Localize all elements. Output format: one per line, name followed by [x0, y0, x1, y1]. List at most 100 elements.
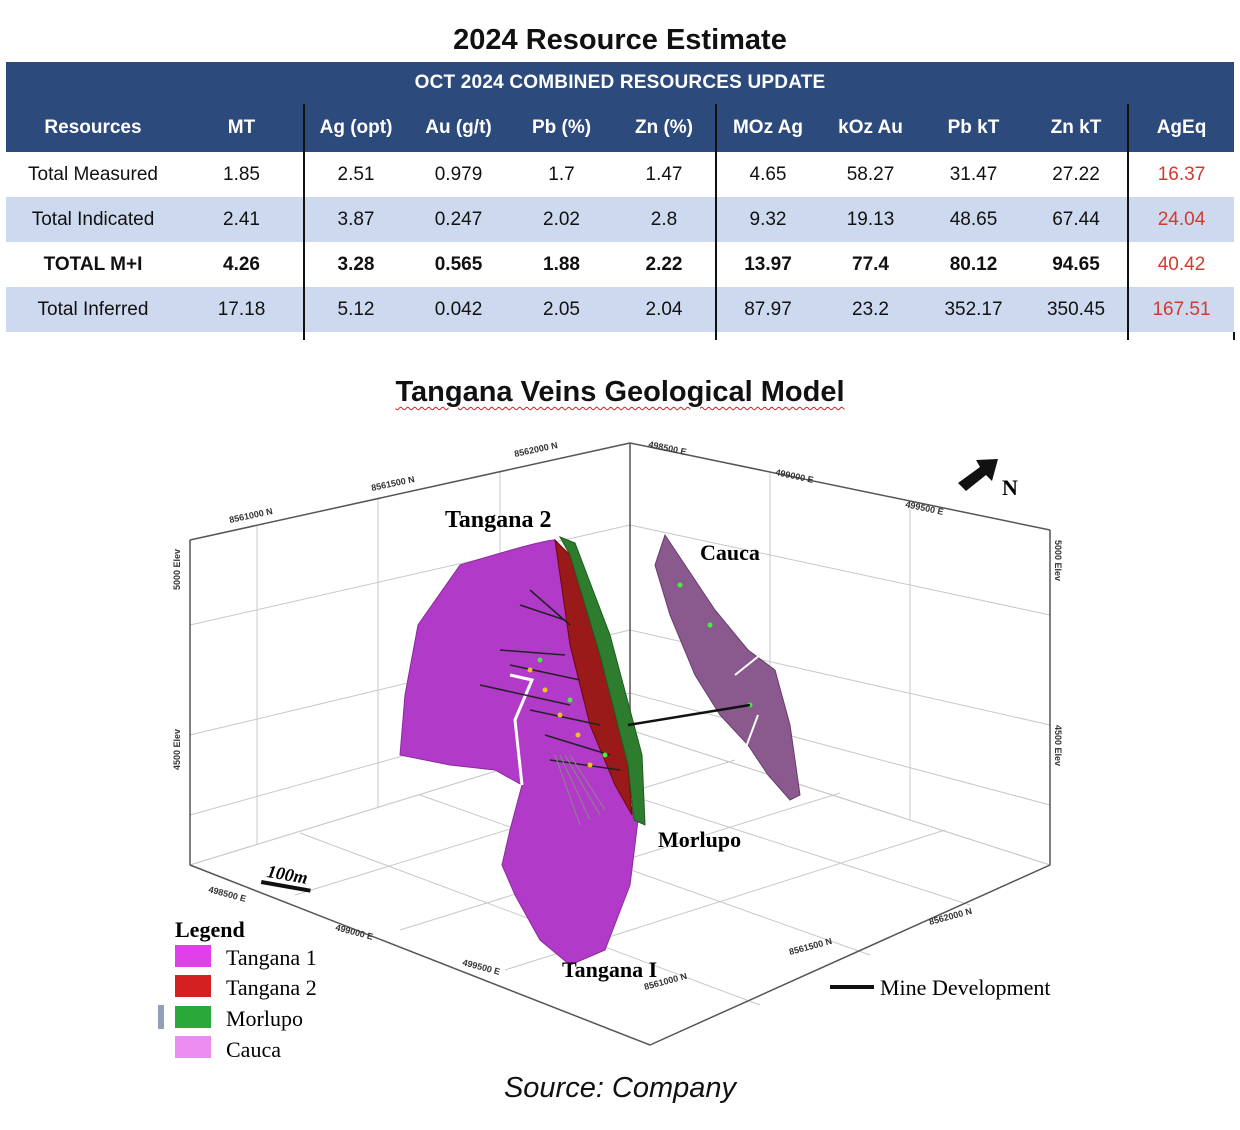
- table-row: TOTAL M+I 4.26 3.28 0.565 1.88 2.22 13.9…: [6, 242, 1235, 287]
- axis-label-elev: 4500 Elev: [1053, 725, 1063, 766]
- col-header: kOz Au: [819, 104, 922, 152]
- label-tangana1: Tangana I: [562, 957, 657, 982]
- table-cell: 0.565: [434, 253, 483, 275]
- axis-label-elev: 5000 Elev: [172, 549, 182, 590]
- table-cell: 0.247: [407, 197, 510, 242]
- axis-label-e: 499000 E: [775, 467, 815, 485]
- table-cell: 2.05: [510, 287, 613, 332]
- table-cell: 19.13: [819, 197, 922, 242]
- table-cell: 77.4: [852, 253, 889, 275]
- table-cell: 3.87: [303, 197, 407, 242]
- legend-swatch-tangana2: [175, 975, 211, 997]
- label-morlupo: Morlupo: [658, 827, 741, 852]
- table-cell: 352.17: [922, 287, 1025, 332]
- drill-fans: [554, 754, 606, 826]
- legend-item-label: Tangana 1: [226, 945, 317, 970]
- table-cell: 2.22: [645, 253, 683, 275]
- legend-swatch-cauca: [175, 1036, 211, 1058]
- table-cell: 23.2: [819, 287, 922, 332]
- table-cell: 4.26: [223, 253, 260, 275]
- legend-item-label: Cauca: [226, 1037, 281, 1062]
- mine-development-label: Mine Development: [880, 975, 1050, 1000]
- table-cell: 1.7: [548, 163, 575, 185]
- col-header: Zn kT: [1025, 104, 1128, 152]
- legend-item-label: Tangana 2: [226, 975, 317, 1000]
- table-cell: 24.04: [1126, 197, 1235, 242]
- model-box-edges: [189, 442, 1051, 1046]
- table-cell: 16.37: [1126, 152, 1235, 197]
- morlupo-surface: [558, 536, 646, 826]
- mine-development-legend: Mine Development: [830, 975, 1050, 1000]
- table-cell: 2.41: [180, 197, 304, 242]
- model-title: Tangana Veins Geological Model: [0, 376, 1240, 409]
- axis-label-e: 499000 E: [334, 922, 374, 942]
- table-cell: 2.8: [613, 197, 716, 242]
- table-cell: 167.51: [1126, 287, 1235, 332]
- table-cell: 350.45: [1025, 287, 1128, 332]
- col-header: Zn (%): [613, 104, 716, 152]
- surface-crack: [509, 673, 535, 786]
- cauca-surface: [654, 533, 801, 801]
- legend-title: Legend: [175, 917, 245, 942]
- source-caption: Source: Company: [503, 1072, 737, 1104]
- table-cell: 2.04: [613, 287, 716, 332]
- label-cauca: Cauca: [700, 540, 760, 565]
- axis-label-elev: 4500 Elev: [172, 729, 182, 770]
- axis-label-elev: 5000 Elev: [1053, 540, 1063, 581]
- axis-label-e: 499500 E: [905, 499, 945, 517]
- axis-label-n: 8561500 N: [370, 474, 415, 493]
- table-cell: Total Indicated: [6, 197, 180, 242]
- col-header: Pb kT: [922, 104, 1025, 152]
- table-cell: 40.42: [1126, 242, 1235, 287]
- model-title-text: Tangana Veins Geological Model: [395, 376, 845, 408]
- legend: Legend Tangana 1 Tangana 2 Morlupo Cauca: [158, 917, 317, 1062]
- table-cell: 3.28: [303, 242, 407, 287]
- legend-item-label: Morlupo: [226, 1006, 303, 1031]
- col-header: Resources: [6, 104, 180, 152]
- table-row: Total Indicated 2.41 3.87 0.247 2.02 2.8…: [6, 197, 1235, 242]
- col-header: Ag (opt): [303, 104, 407, 152]
- table-cell: TOTAL M+I: [43, 253, 143, 275]
- table-cell: 9.32: [715, 197, 819, 242]
- table-cell: 0.042: [407, 287, 510, 332]
- table-cell: 27.22: [1052, 163, 1100, 185]
- table-cell: 1.88: [543, 253, 580, 275]
- table-cell: 31.47: [949, 163, 998, 185]
- table-cell: 2.02: [510, 197, 613, 242]
- mine-development-line: [627, 703, 751, 727]
- table-cell: 17.18: [180, 287, 304, 332]
- table-cell: 1.85: [223, 163, 260, 185]
- table-cell: 94.65: [1052, 253, 1100, 275]
- col-header: MT: [180, 104, 304, 152]
- geological-model-svg: Tangana 2 Cauca Morlupo Tangana I N 100m…: [158, 439, 1063, 1062]
- col-header: Pb (%): [510, 104, 613, 152]
- table-cell: 13.97: [715, 242, 819, 287]
- table-cell: 2.51: [303, 152, 407, 197]
- table-title: 2024 Resource Estimate: [453, 24, 787, 56]
- table-cell: 87.97: [715, 287, 819, 332]
- table-cell: 0.979: [434, 163, 483, 185]
- col-header: Au (g/t): [407, 104, 510, 152]
- axis-label-n: 8561000 N: [228, 506, 273, 525]
- drill-markers: [527, 667, 593, 768]
- axis-label-n: 8562000 N: [513, 440, 558, 459]
- axis-label-n: 8561500 N: [788, 936, 833, 957]
- drill-holes: [479, 589, 621, 771]
- legend-swatch-morlupo: [175, 1006, 211, 1028]
- cauca-crack: [742, 714, 759, 756]
- col-header: AgEq: [1126, 104, 1235, 152]
- north-arrow-icon: [958, 459, 998, 491]
- resource-table: OCT 2024 COMBINED RESOURCES UPDATE Resou…: [6, 62, 1236, 340]
- north-label: N: [1002, 475, 1018, 500]
- cauca-crack: [734, 654, 761, 676]
- table-row: Total Inferred 17.18 5.12 0.042 2.05 2.0…: [6, 287, 1235, 332]
- table-cell: Total Inferred: [6, 287, 180, 332]
- legend-swatch-tangana1: [175, 945, 211, 967]
- scale-bar: 100m: [260, 861, 311, 893]
- axis-label-e: 498500 E: [648, 439, 688, 457]
- table-cell: 1.47: [645, 163, 683, 185]
- table-banner: OCT 2024 COMBINED RESOURCES UPDATE: [6, 62, 1235, 104]
- label-tangana2: Tangana 2: [445, 507, 552, 533]
- table-cell: 80.12: [949, 253, 998, 275]
- table-cell: 5.12: [303, 287, 407, 332]
